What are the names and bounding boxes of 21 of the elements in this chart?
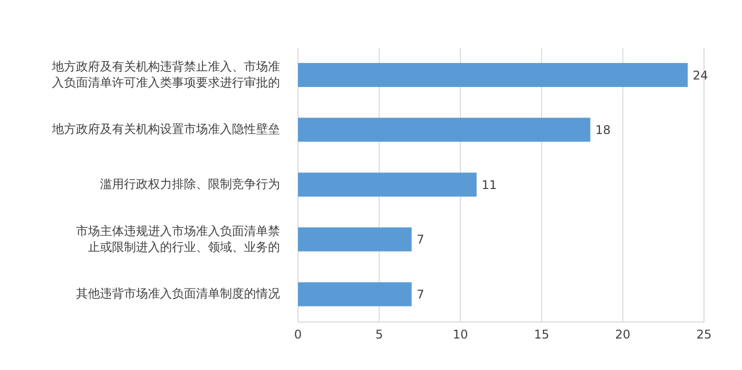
x-tick-label: 20 <box>615 328 630 342</box>
x-tick-label: 15 <box>534 328 550 342</box>
bar <box>298 118 590 142</box>
data-label: 7 <box>416 287 424 302</box>
data-label: 18 <box>595 123 611 138</box>
data-label: 11 <box>482 178 497 192</box>
bar <box>298 227 412 252</box>
y-tick-label: 滥用行政权力排除、限制竞争行为 <box>100 177 280 192</box>
y-tick-label: 市场主体违规进入市场准入负面清单禁止或限制进入的行业、领域、业务的 <box>76 224 280 254</box>
y-tick-label: 地方政府及有关机构设置市场准入隐性壁垒 <box>51 122 280 136</box>
bar <box>298 63 688 87</box>
y-tick-label: 地方政府及有关机构违背禁止准入、市场准入负面清单许可准入类事项要求进行审批的 <box>51 60 280 90</box>
x-tick-label: 25 <box>696 328 712 342</box>
bar <box>298 172 477 197</box>
x-tick-label: 10 <box>452 328 468 342</box>
data-label: 7 <box>416 232 424 247</box>
data-label: 24 <box>692 68 708 82</box>
y-tick-label: 其他违背市场准入负面清单制度的情况 <box>76 286 280 301</box>
x-tick-label: 0 <box>294 328 302 342</box>
bar <box>298 282 412 306</box>
x-tick-label: 5 <box>375 328 384 342</box>
